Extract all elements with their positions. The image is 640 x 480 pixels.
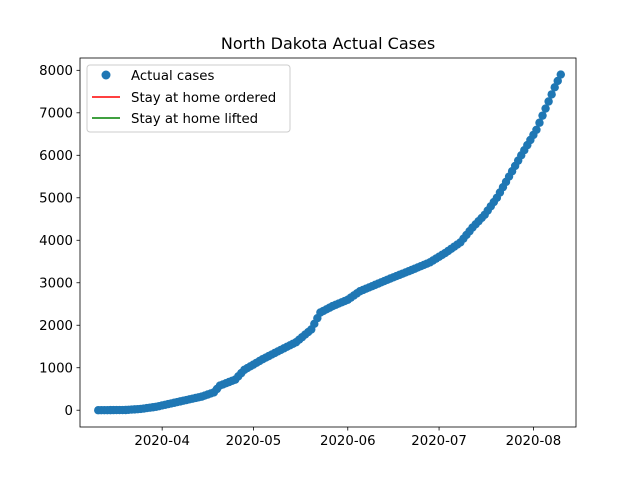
x-tick-label: 2020-05 (226, 434, 282, 449)
data-point (538, 111, 547, 120)
y-tick-label: 8000 (39, 64, 73, 79)
legend-label-stay-at-home-lifted: Stay at home lifted (131, 112, 258, 127)
y-tick-label: 0 (65, 404, 73, 419)
legend: Actual cases Stay at home ordered Stay a… (86, 64, 291, 133)
data-point (541, 104, 550, 113)
y-tick-label: 3000 (39, 277, 73, 292)
y-tick-label: 7000 (39, 107, 73, 122)
data-point (547, 90, 556, 99)
data-point (553, 76, 562, 86)
data-point (532, 125, 541, 134)
data-point (544, 97, 553, 106)
x-tick-label: 2020-07 (411, 434, 467, 449)
x-tick-label: 2020-04 (134, 434, 190, 449)
plot-frame (79, 57, 577, 428)
data-point (535, 118, 544, 127)
x-axis: 2020-04 2020-05 2020-06 2020-07 2020-08 (134, 427, 561, 449)
y-axis: 0 1000 2000 3000 4000 5000 6000 7000 8000 (39, 64, 80, 419)
data-point (556, 70, 565, 79)
chart-title: North Dakota Actual Cases (221, 34, 435, 53)
legend-label-stay-at-home-ordered: Stay at home ordered (131, 91, 276, 106)
data-point (550, 83, 559, 92)
y-tick-label: 6000 (39, 149, 73, 164)
x-tick-label: 2020-08 (506, 434, 562, 449)
y-tick-label: 4000 (39, 234, 73, 249)
legend-marker-actual-cases (101, 70, 111, 80)
y-tick-label: 1000 (39, 362, 73, 377)
legend-label-actual-cases: Actual cases (131, 69, 214, 84)
legend-box (86, 64, 291, 133)
points-layer (94, 70, 565, 415)
y-tick-label: 2000 (39, 319, 73, 334)
x-tick-label: 2020-06 (320, 434, 376, 449)
y-tick-label: 5000 (39, 192, 73, 207)
